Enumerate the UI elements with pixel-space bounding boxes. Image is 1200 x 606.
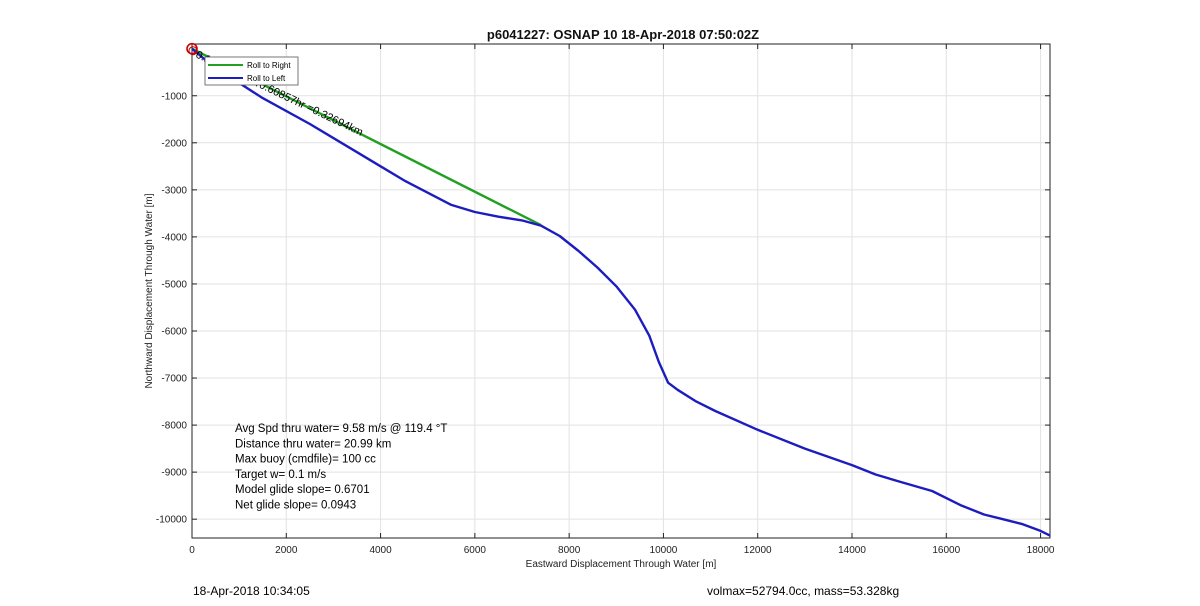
legend-label-roll-right: Roll to Right [247, 61, 291, 70]
start-marker-inner [188, 46, 198, 56]
stats-line: Target w= 0.1 m/s [235, 469, 326, 481]
x-axis-label: Eastward Displacement Through Water [m] [526, 559, 717, 570]
x-tick-label: 8000 [558, 545, 581, 556]
marker-layer [186, 42, 198, 56]
x-tick-label: 10000 [650, 545, 678, 556]
x-tick-label: 6000 [464, 545, 487, 556]
y-axis-label: Northward Displacement Through Water [m] [144, 193, 155, 388]
y-tick-label: -7000 [161, 374, 187, 385]
x-tick-label: 14000 [838, 545, 866, 556]
stats-line: Avg Spd thru water= 9.58 m/s @ 119.4 °T [235, 423, 447, 435]
plot-frame [191, 43, 1051, 539]
y-tick-label: -5000 [161, 279, 187, 290]
legend-label-roll-left: Roll to Left [247, 74, 286, 83]
chart-legend: Roll to Right Roll to Left [204, 56, 299, 86]
x-axis-ticks: 0 2000 4000 6000 8000 10000 12000 14000 16000 180… [189, 44, 1055, 556]
y-axis-ticks: -1000 -2000 -3000 -4000 -5000 -6000 -7000 -8000… [156, 91, 1050, 526]
y-tick-label: -3000 [161, 185, 187, 196]
y-tick-label: -6000 [161, 326, 187, 337]
y-tick-label: -8000 [161, 421, 187, 432]
series-line-roll-left [191, 47, 1051, 537]
x-tick-label: 2000 [275, 545, 298, 556]
y-tick-label: -2000 [161, 138, 187, 149]
x-tick-label: 18000 [1027, 545, 1055, 556]
stats-line: Model glide slope= 0.6701 [235, 484, 370, 496]
x-tick-label: 12000 [744, 545, 772, 556]
x-tick-label: 0 [189, 545, 195, 556]
y-tick-label: -4000 [161, 232, 187, 243]
x-tick-label: 16000 [932, 545, 960, 556]
y-tick-label: -9000 [161, 468, 187, 479]
x-tick-label: 4000 [369, 545, 392, 556]
grid-lines [191, 44, 1050, 538]
y-tick-label: -1000 [161, 91, 187, 102]
stats-line: Max buoy (cmdfile)= 100 cc [235, 454, 376, 466]
footer-timestamp: 18-Apr-2018 10:34:05 [193, 584, 310, 598]
y-tick-label: -10000 [156, 515, 188, 526]
footer-volmax-mass: volmax=52794.0cc, mass=53.328kg [707, 584, 900, 598]
stats-line: Net glide slope= 0.0943 [235, 500, 356, 512]
chart-title: p6041227: OSNAP 10 18-Apr-2018 07:50:02Z [487, 27, 759, 42]
stats-line: Distance thru water= 20.99 km [235, 438, 391, 450]
stats-block: Avg Spd thru water= 9.58 m/s @ 119.4 °T D… [235, 423, 447, 512]
legend-box [204, 56, 299, 86]
